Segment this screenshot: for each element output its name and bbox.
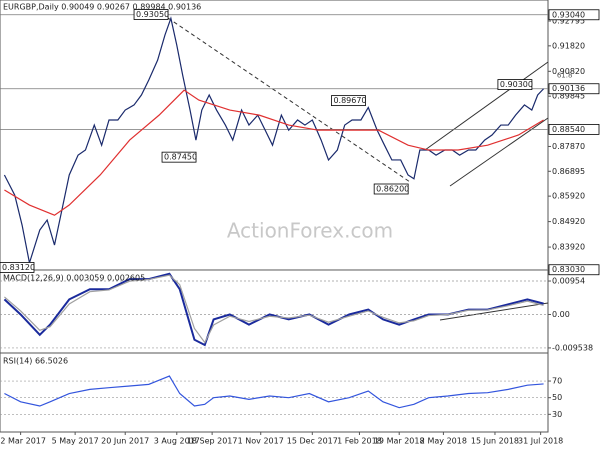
level-label: 0.90136: [552, 84, 585, 93]
channel-line: [424, 61, 549, 151]
series-line: [4, 375, 544, 409]
annotation-label: 0.90300: [500, 80, 533, 89]
annotation-box: [373, 183, 409, 195]
panel-title: EURGBP,Daily 0.90049 0.90267 0.89984 0.9…: [3, 3, 201, 12]
series-line: [3, 16, 545, 264]
y-tick-label: 0.86895: [552, 167, 585, 176]
annotation-box: [331, 95, 366, 107]
x-tick-label: 15 Jun 2018: [471, 437, 519, 446]
x-tick-label: 1 Nov 2017: [238, 437, 284, 446]
series-line: [4, 89, 544, 216]
x-tick-label: 18 Sep 2017: [187, 437, 238, 446]
annotation-label: 0.87450: [164, 153, 197, 162]
y-tick-label: 0.00954: [552, 277, 585, 286]
annotation-box: [497, 79, 533, 90]
x-tick-label: 20 Jun 2017: [101, 437, 149, 446]
x-tick-label: 2 May 2018: [420, 437, 467, 446]
y-tick-label: 50: [552, 393, 562, 402]
x-tick-label: 3 Aug 2017: [154, 437, 200, 446]
y-tick-label: 0.00: [552, 310, 570, 319]
fib-label: 61.8: [557, 72, 573, 80]
y-tick-label: 70: [552, 377, 562, 386]
y-tick-label: 0.83920: [552, 243, 585, 252]
x-tick-label: 31 Jul 2018: [518, 437, 563, 446]
x-tick-label: 15 Dec 2017: [287, 437, 338, 446]
y-tick-label: 0.92795: [552, 17, 585, 26]
y-tick-label: 0.90820: [552, 67, 585, 76]
y-tick-label: 0.91820: [552, 41, 585, 50]
panel-title: RSI(14) 66.5026: [3, 357, 68, 366]
annotation-label: 0.93050: [136, 10, 169, 19]
x-tick-label: 1 Feb 2018: [337, 437, 382, 446]
level-label: 0.83030: [552, 265, 585, 274]
annotation-box: [0, 262, 35, 273]
x-tick-label: 22 Mar 2017: [0, 437, 46, 446]
series-line: [4, 274, 544, 344]
watermark: ActionForex.com: [227, 219, 393, 243]
y-tick-label: 0.89845: [552, 92, 585, 101]
level-label: 0.93040: [552, 10, 585, 19]
level-label: 0.88540: [552, 125, 585, 134]
annotation-box: [161, 151, 197, 163]
annotation-label: 0.83120: [2, 263, 35, 272]
level-box: [548, 123, 600, 135]
x-tick-label: 19 Mar 2018: [374, 437, 425, 446]
y-tick-label: 0.85920: [552, 192, 585, 201]
y-tick-label: -0.009538: [552, 343, 593, 352]
level-box: [548, 9, 600, 21]
x-tick-label: 5 May 2017: [52, 437, 99, 446]
level-box: [548, 83, 600, 95]
level-box: [548, 264, 600, 276]
panel-title: MACD(12,26,9) 0.003059 0.002605: [3, 274, 145, 283]
macd-trend-line: [439, 302, 549, 321]
annotation-label: 0.86200: [376, 185, 409, 194]
annotation-box: [133, 9, 169, 20]
y-tick-label: 0.87870: [552, 142, 585, 151]
frame: [0, 0, 549, 433]
annotation-label: 0.89670: [333, 96, 366, 105]
y-tick-label: 0.84920: [552, 217, 585, 226]
y-tick-label: 30: [552, 410, 562, 419]
